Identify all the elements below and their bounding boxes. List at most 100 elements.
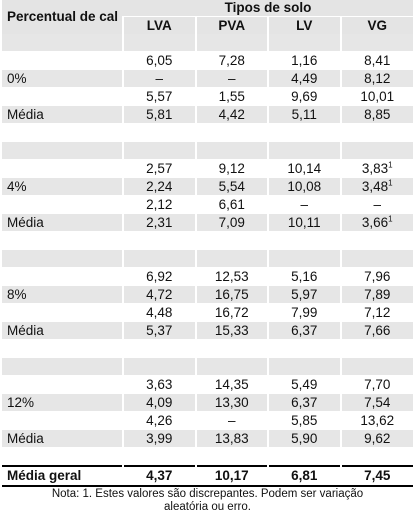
cell: 5,81: [122, 105, 196, 124]
cell-value: 3,66: [361, 215, 389, 230]
table-row: 6,05 7,28 1,16 8,41: [2, 51, 414, 70]
table-row: 6,92 12,53 5,16 7,96: [2, 267, 414, 286]
cell-value: 3,48: [361, 179, 389, 194]
table-row: 5,57 1,55 9,69 10,01: [2, 87, 414, 106]
table-row: 12% 4,09 13,30 6,37 7,54: [2, 393, 414, 412]
spacer-row: [2, 123, 414, 142]
group-label: 0%: [2, 69, 123, 88]
table-row: 4,48 16,72 7,99 7,12: [2, 303, 414, 322]
cell: 10,08: [267, 177, 341, 196]
cell: 7,12: [339, 303, 414, 322]
cell: 4,37: [122, 465, 196, 487]
cell: 2,57: [122, 159, 196, 178]
table-row: 4% 2,24 5,54 10,08 3,481: [2, 177, 414, 196]
footnote-marker: 1: [388, 214, 393, 224]
cell: 8,41: [339, 51, 414, 70]
spacer-row: [2, 357, 414, 376]
cell: 4,42: [194, 105, 268, 124]
cell: 6,37: [267, 321, 341, 340]
cell: 4,09: [122, 393, 196, 412]
cell: 13,83: [194, 429, 268, 448]
cell: 6,05: [122, 51, 196, 70]
cell: 4,26: [122, 411, 196, 430]
cell: 9,69: [267, 87, 341, 106]
group-label: 4%: [2, 177, 123, 196]
cell-value: 3,83: [361, 161, 389, 176]
table-row: 0% – – 4,49 8,12: [2, 69, 414, 88]
column-header: VG: [339, 16, 414, 34]
mean-row: Média 2,31 7,09 10,11 3,661: [2, 213, 414, 232]
cell: 13,62: [339, 411, 414, 430]
cell: 7,99: [267, 303, 341, 322]
cell: 8,85: [339, 105, 414, 124]
cell: 3,661: [339, 213, 414, 232]
table-note: Nota: 1. Estes valores são discrepantes.…: [2, 488, 413, 514]
note-line: aleatória ou erro.: [164, 501, 251, 513]
cell: 9,62: [339, 429, 414, 448]
cell: 7,89: [339, 285, 414, 304]
data-table: Percentual de cal Tipos de solo LVA PVA …: [2, 0, 414, 487]
group-title: Tipos de solo: [123, 0, 414, 17]
cell: 5,90: [267, 429, 341, 448]
column-header: PVA: [194, 16, 268, 34]
cell: 3,481: [339, 177, 414, 196]
cell: –: [194, 69, 268, 88]
cell: 3,831: [339, 159, 414, 178]
cell: 8,12: [339, 69, 414, 88]
cell: 14,35: [194, 375, 268, 394]
mean-row: Média 5,81 4,42 5,11 8,85: [2, 105, 414, 124]
cell: 12,53: [194, 267, 268, 286]
cell: 7,54: [339, 393, 414, 412]
cell: 3,99: [122, 429, 196, 448]
cell: 7,96: [339, 267, 414, 286]
cell: –: [267, 195, 341, 214]
spacer-row: [2, 34, 414, 52]
cell: –: [339, 195, 414, 214]
mean-label: Média: [2, 321, 123, 340]
cell: 5,54: [194, 177, 268, 196]
row-header: Percentual de cal: [2, 0, 123, 34]
group-label: 8%: [2, 285, 123, 304]
cell: 5,49: [267, 375, 341, 394]
note-line: Nota: 1. Estes valores são discrepantes.…: [51, 488, 364, 500]
cell: 7,28: [194, 51, 268, 70]
table-row: 4,26 – 5,85 13,62: [2, 411, 414, 430]
footnote-marker: 1: [388, 178, 393, 188]
cell: 5,37: [122, 321, 196, 340]
cell: 6,81: [267, 465, 341, 487]
column-header: LV: [267, 16, 341, 34]
cell: 2,31: [122, 213, 196, 232]
mean-row: Média 5,37 15,33 6,37 7,66: [2, 321, 414, 340]
table-row: 8% 4,72 16,75 5,97 7,89: [2, 285, 414, 304]
cell: 5,85: [267, 411, 341, 430]
cell: 15,33: [194, 321, 268, 340]
cell: 1,55: [194, 87, 268, 106]
table-row: 2,12 6,61 – –: [2, 195, 414, 214]
cell: 4,48: [122, 303, 196, 322]
cell: 6,92: [122, 267, 196, 286]
cell: 1,16: [267, 51, 341, 70]
cell: 13,30: [194, 393, 268, 412]
grand-mean-row: Média geral 4,37 10,17 6,81 7,45: [2, 465, 414, 487]
cell: 6,61: [194, 195, 268, 214]
cell: 2,12: [122, 195, 196, 214]
cell: 10,11: [267, 213, 341, 232]
cell: 4,72: [122, 285, 196, 304]
mean-label: Média: [2, 105, 123, 124]
cell: 2,24: [122, 177, 196, 196]
cell: 9,12: [194, 159, 268, 178]
cell: 10,01: [339, 87, 414, 106]
cell: 5,16: [267, 267, 341, 286]
group-label: 12%: [2, 393, 123, 412]
cell: 5,57: [122, 87, 196, 106]
mean-label: Média: [2, 213, 123, 232]
cell: 6,37: [267, 393, 341, 412]
spacer-row: [2, 231, 414, 250]
cell: 10,14: [267, 159, 341, 178]
spacer-row: [2, 339, 414, 358]
spacer-row: [2, 447, 414, 467]
cell: 3,63: [122, 375, 196, 394]
cell: 10,17: [194, 465, 268, 487]
cell: 16,72: [194, 303, 268, 322]
